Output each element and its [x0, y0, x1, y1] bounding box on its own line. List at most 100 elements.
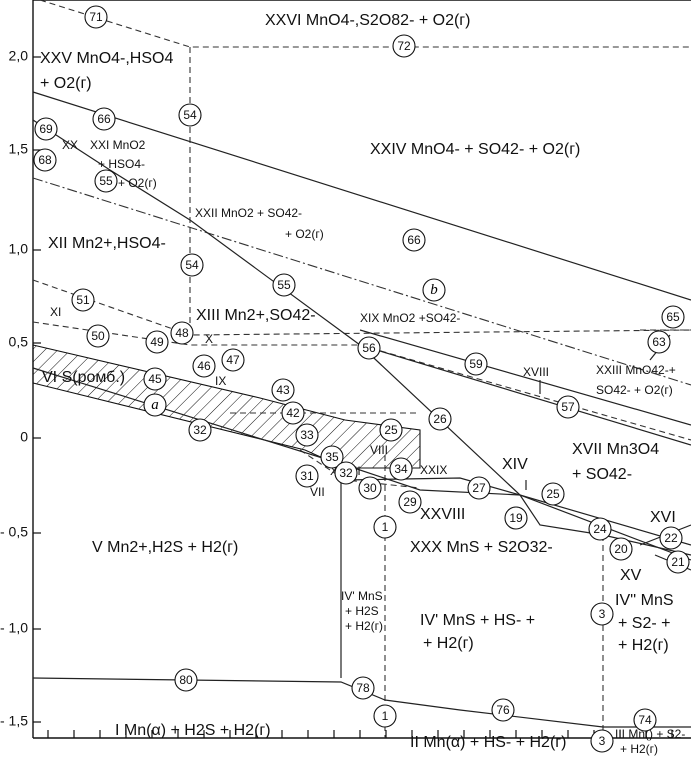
svg-text:69: 69	[39, 122, 53, 136]
y-tick-label: - 1,0	[0, 620, 28, 636]
line-label: 19	[504, 506, 528, 530]
svg-text:65: 65	[666, 310, 680, 324]
svg-text:57: 57	[561, 400, 575, 414]
line-label: 32	[188, 418, 212, 442]
svg-text:19: 19	[509, 511, 523, 525]
svg-text:35: 35	[325, 450, 339, 464]
region-xii: XII Mn2+,HSO4-	[48, 235, 166, 252]
svg-text:27: 27	[472, 481, 486, 495]
svg-text:33: 33	[300, 428, 314, 442]
line-label: 66	[92, 107, 116, 131]
line-label: 46	[192, 354, 216, 378]
svg-text:25: 25	[546, 487, 560, 501]
svg-text:63: 63	[652, 335, 666, 349]
region-ix: IX	[215, 374, 226, 388]
svg-text:46: 46	[197, 359, 211, 373]
svg-text:20: 20	[614, 542, 628, 556]
svg-text:50: 50	[91, 329, 105, 343]
region-iii-b: + H2(г)	[620, 742, 658, 756]
svg-text:55: 55	[277, 278, 291, 292]
line-label: 3	[590, 602, 614, 626]
svg-text:51: 51	[76, 293, 90, 307]
line-label: 78	[351, 676, 375, 700]
svg-text:21: 21	[671, 555, 685, 569]
line-label: 21	[666, 550, 690, 574]
line-label: 48	[170, 321, 194, 345]
region-xv: XV	[620, 567, 642, 584]
y-ticks	[33, 56, 41, 723]
y-tick-label: 0,5	[9, 334, 29, 350]
y-tick-label: 2,0	[9, 48, 29, 64]
svg-text:3: 3	[599, 607, 606, 621]
line-label: 63	[647, 330, 671, 354]
y-tick-label: 0	[20, 429, 28, 445]
svg-text:74: 74	[638, 713, 652, 727]
line-label: 57	[556, 395, 580, 419]
region-xiii: XIII Mn2+,SO42-	[196, 307, 316, 324]
line-label: 1	[373, 515, 397, 539]
curve-letter-b: b	[422, 278, 446, 302]
line-label: 56	[357, 336, 381, 360]
svg-text:32: 32	[193, 423, 207, 437]
region-xxi: XXI MnO2	[90, 138, 146, 152]
svg-text:68: 68	[38, 153, 52, 167]
region-iii: III Mn() + S2-	[615, 727, 685, 741]
line-label: 51	[71, 288, 95, 312]
y-tick-label: - 1,5	[0, 713, 28, 729]
line-label: 68	[33, 148, 57, 172]
svg-text:54: 54	[183, 108, 197, 122]
line-label: 71	[84, 5, 108, 29]
svg-text:48: 48	[175, 326, 189, 340]
svg-text:45: 45	[148, 372, 162, 386]
region-iv-1: IV' MnS + HS- +	[420, 612, 535, 629]
line-label: 25	[541, 482, 565, 506]
region-iv-2-b: + S2- +	[618, 615, 670, 632]
line-label: 33	[295, 423, 319, 447]
svg-text:72: 72	[397, 39, 411, 53]
region-xxii: XXII MnO2 + SO42-	[195, 206, 302, 220]
curve-letters: a b	[143, 278, 446, 417]
region-vi: VI S(ромб.)	[42, 369, 125, 386]
svg-text:26: 26	[433, 412, 447, 426]
line-label: 24	[588, 517, 612, 541]
line-label: 74	[633, 708, 657, 732]
svg-text:34: 34	[394, 462, 408, 476]
svg-text:29: 29	[403, 495, 417, 509]
line-label: 54	[178, 103, 202, 127]
svg-text:78: 78	[356, 681, 370, 695]
line-label: 31	[295, 464, 319, 488]
curve-letter-a: a	[143, 393, 167, 417]
line-label: 22	[659, 526, 683, 550]
svg-text:42: 42	[286, 406, 300, 420]
region-iv-2: IV'' MnS	[615, 592, 674, 609]
svg-text:31: 31	[300, 469, 314, 483]
region-xxvi: XXVI MnO4-,S2O82- + O2(г)	[265, 12, 470, 29]
line-label: 72	[392, 34, 416, 58]
region-iv-prime-c: + H2(г)	[345, 619, 383, 633]
region-xx: XX	[62, 138, 78, 152]
svg-text:43: 43	[276, 383, 290, 397]
region-iv-2-c: + H2(г)	[618, 637, 669, 654]
region-v: V Mn2+,H2S + H2(г)	[92, 539, 238, 556]
svg-text:b: b	[430, 282, 438, 298]
svg-text:55: 55	[99, 174, 113, 188]
line-label: 55	[272, 273, 296, 297]
region-xxv: XXV MnO4-,HSO4	[40, 50, 173, 67]
svg-text:1: 1	[382, 709, 389, 723]
svg-text:71: 71	[89, 10, 103, 24]
region-xiv: XIV	[502, 456, 528, 473]
line-label: 42	[281, 401, 305, 425]
line-label: 25	[379, 418, 403, 442]
y-tick-label: - 0,5	[0, 524, 28, 540]
line-label: 35	[320, 445, 344, 469]
line-label: 20	[609, 537, 633, 561]
svg-text:30: 30	[363, 481, 377, 495]
line-label: 30	[358, 476, 382, 500]
line-label: 43	[271, 378, 295, 402]
line-label: 1	[373, 704, 397, 728]
region-xxi-c: + O2(г)	[118, 176, 157, 190]
svg-text:76: 76	[496, 703, 510, 717]
region-iv-prime-a: IV' MnS	[341, 589, 383, 603]
line-label: 47	[221, 348, 245, 372]
region-xvii-b: + SO42-	[572, 466, 632, 483]
